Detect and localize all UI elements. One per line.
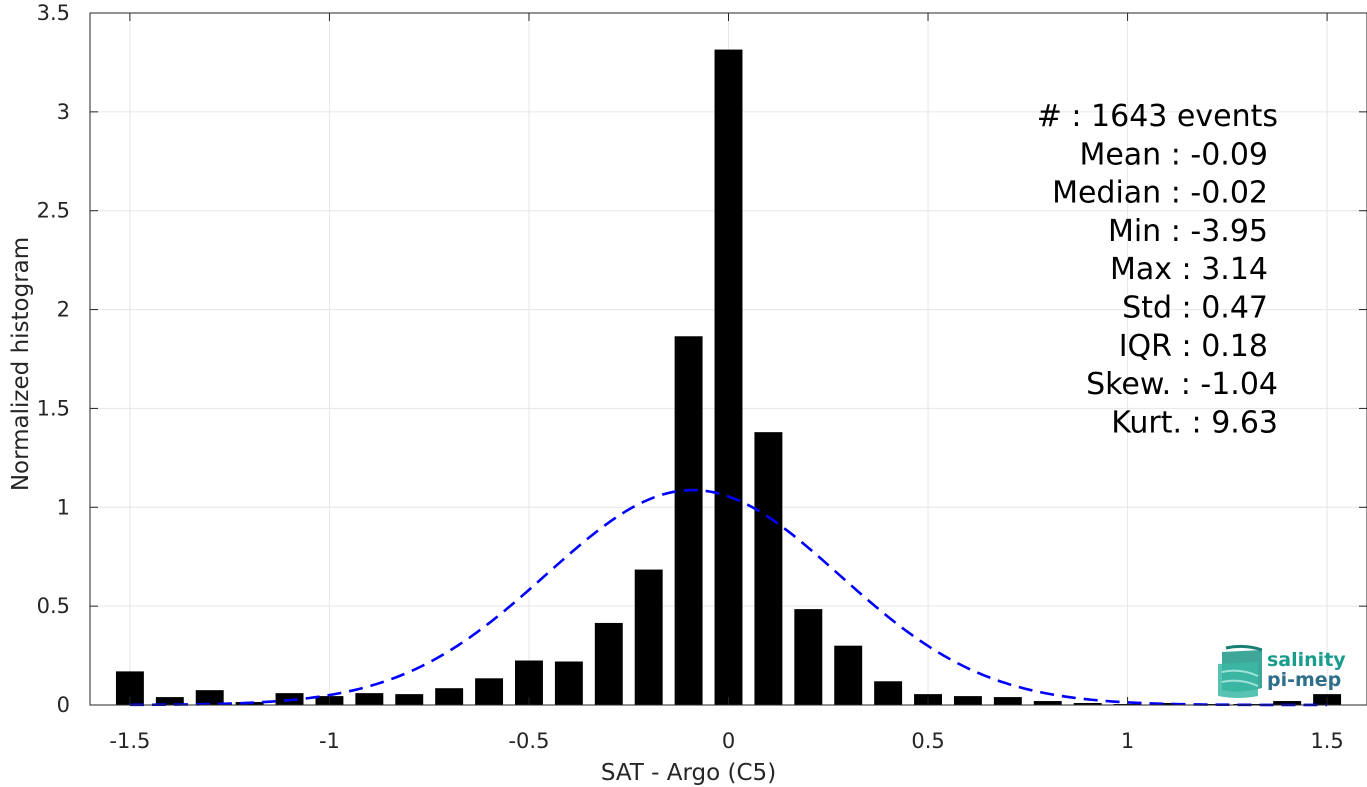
stat-min: Min : -3.95	[1108, 214, 1268, 249]
stat-mean: Mean : -0.09	[1079, 137, 1268, 172]
histogram-bar	[1273, 701, 1302, 705]
histogram-bar	[435, 688, 464, 705]
x-tick-label: -1.5	[109, 729, 150, 753]
histogram-bar	[794, 609, 823, 705]
y-tick-label: 3.5	[37, 1, 70, 25]
histogram-bar	[155, 697, 184, 705]
x-tick-label: 0	[722, 729, 735, 753]
x-tick-label: 0.5	[911, 729, 944, 753]
histogram-bar	[195, 690, 224, 705]
logo-text-line2: pi-mep	[1267, 669, 1341, 691]
stat-skew: Skew. : -1.04	[1086, 367, 1278, 402]
y-tick-label: 2.5	[37, 199, 70, 223]
y-tick-label: 0	[57, 693, 70, 717]
y-tick-label: 2	[57, 298, 70, 322]
y-axis-label: Normalized histogram	[8, 237, 34, 491]
histogram-bar	[834, 645, 863, 705]
stat-events: # : 1643 events	[1037, 99, 1278, 134]
histogram-bar	[1153, 703, 1182, 705]
stats-annotation: # : 1643 events Mean : -0.09 Median : -0…	[1037, 99, 1278, 440]
stat-std: Std : 0.47	[1122, 291, 1268, 326]
stat-max: Max : 3.14	[1110, 252, 1268, 287]
histogram-bar	[674, 336, 703, 705]
stat-median: Median : -0.02	[1052, 176, 1268, 211]
stat-iqr: IQR : 0.18	[1119, 329, 1268, 364]
logo-waves-icon	[1218, 644, 1263, 698]
x-tick-label: 1	[1121, 729, 1134, 753]
logo-text-line1: salinity	[1267, 649, 1346, 671]
histogram-bar	[395, 694, 424, 705]
histogram-bar	[754, 432, 783, 705]
histogram-bar	[355, 693, 384, 705]
x-tick-label: 1.5	[1310, 729, 1343, 753]
histogram-bar	[1073, 703, 1102, 705]
salinity-pi-mep-logo: salinity pi-mep	[1218, 644, 1346, 698]
histogram-bar	[475, 678, 504, 705]
x-tick-label: -1	[319, 729, 340, 753]
histogram-bar	[714, 49, 743, 705]
histogram-bar	[874, 681, 903, 705]
stat-kurt: Kurt. : 9.63	[1111, 405, 1278, 440]
y-tick-label: 3	[57, 100, 70, 124]
y-tick-label: 0.5	[37, 594, 70, 618]
histogram-bar	[594, 622, 623, 705]
axis-ticks: -1.5 -1 -0.5 0 0.5 1 1.5 0 0.5 1 1.5 2 2.5 3 3.5	[37, 1, 1367, 753]
histogram-bar	[554, 661, 583, 705]
y-tick-label: 1	[57, 495, 70, 519]
histogram-bars	[115, 49, 1342, 705]
histogram-bar	[634, 569, 663, 705]
y-tick-label: 1.5	[37, 396, 70, 420]
histogram-bar	[993, 697, 1022, 705]
histogram-bar	[953, 696, 982, 705]
x-tick-label: -0.5	[508, 729, 549, 753]
x-axis-label: SAT - Argo (C5)	[601, 760, 776, 786]
histogram-bar	[1033, 701, 1062, 705]
